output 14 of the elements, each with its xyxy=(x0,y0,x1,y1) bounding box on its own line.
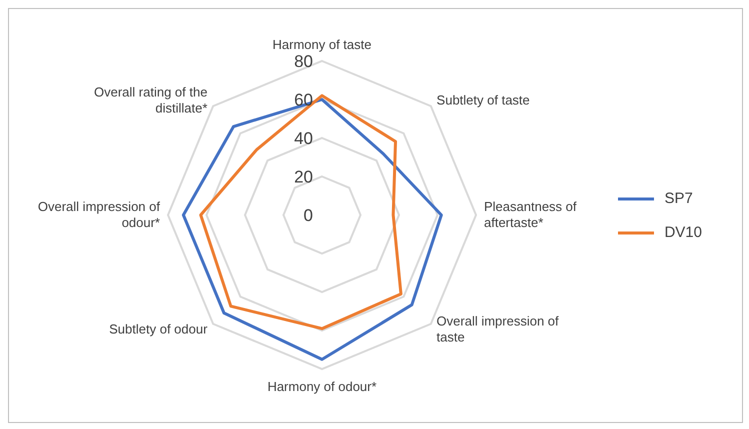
spoke-label: Overall impression of taste xyxy=(436,314,560,345)
spoke-label: Overall impression of odour* xyxy=(38,199,160,230)
spoke-label: Pleasantness of aftertaste* xyxy=(484,199,577,230)
y-tick-label: 20 xyxy=(294,168,313,186)
legend-label: DV10 xyxy=(664,224,702,241)
spoke-label: Overall rating of the distillate* xyxy=(94,84,208,116)
spoke-label: Subtlety of taste xyxy=(436,92,530,108)
legend-label: SP7 xyxy=(664,190,693,207)
spoke-label: Harmony of odour* xyxy=(267,379,377,394)
y-tick-label: 0 xyxy=(304,206,313,225)
y-tick-label: 40 xyxy=(294,129,313,148)
y-tick-label: 80 xyxy=(294,52,313,71)
spoke-label: Harmony of taste xyxy=(272,37,372,52)
spoke-label: Subtlety of odour xyxy=(109,322,208,337)
